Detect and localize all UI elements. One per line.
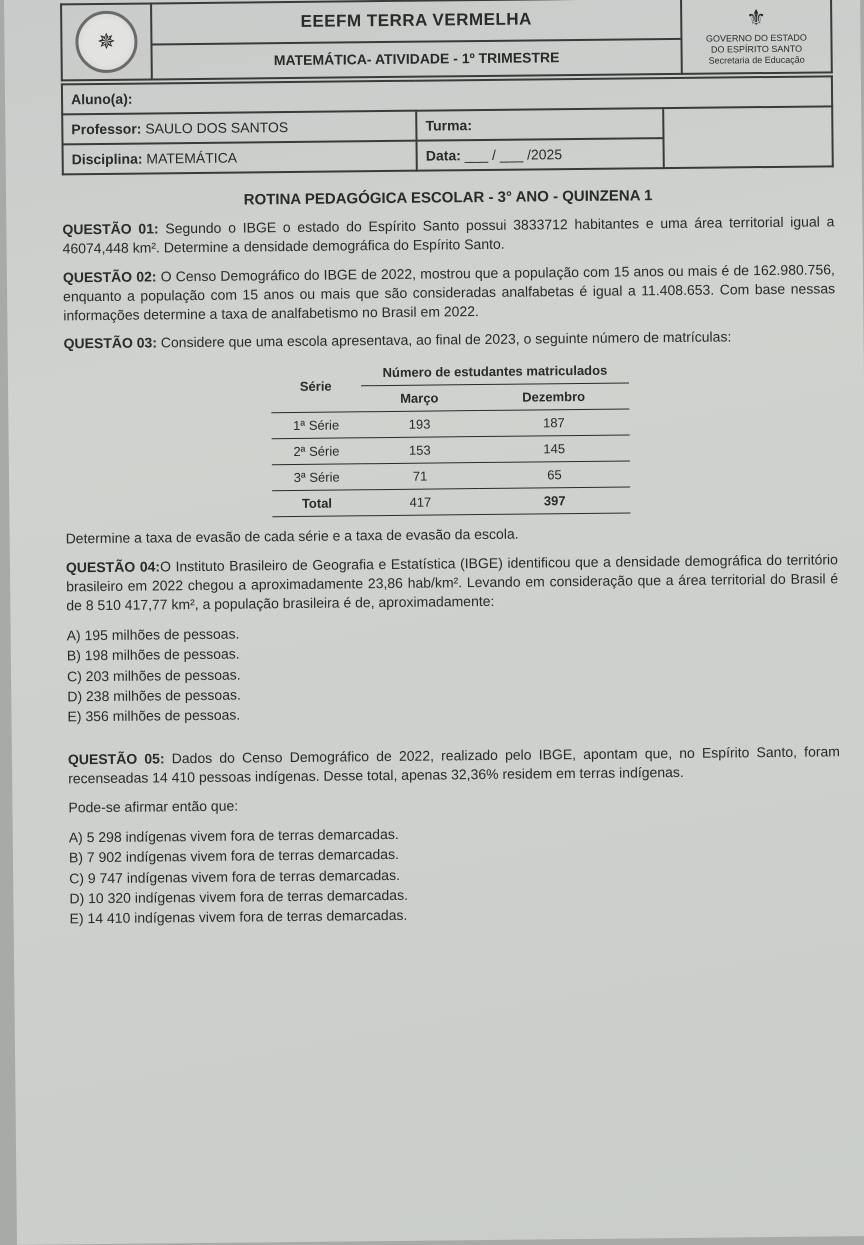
question-04: QUESTÃO 04:O Instituto Brasileiro de Geo…	[66, 551, 839, 616]
professor-cell: Professor: SAULO DOS SANTOS	[62, 111, 416, 145]
cell-total-label: Total	[272, 490, 362, 517]
question-02-text: O Censo Demográfico do IBGE de 2022, mos…	[63, 261, 835, 323]
school-name: EEEFM TERRA VERMELHA	[151, 0, 681, 44]
question-05: QUESTÃO 05: Dados do Censo Demográfico d…	[68, 743, 840, 789]
data-label: Data:	[426, 147, 461, 163]
aluno-label: Aluno(a):	[71, 91, 133, 108]
series-table: Série Número de estudantes matriculados …	[270, 358, 630, 518]
question-05-label: QUESTÃO 05:	[68, 751, 165, 768]
question-01-label: QUESTÃO 01:	[62, 220, 158, 237]
professor-label: Professor:	[71, 121, 141, 138]
gov-line-1: GOVERNO DO ESTADO	[690, 32, 822, 44]
question-03: QUESTÃO 03: Considere que uma escola apr…	[64, 327, 836, 354]
turma-cell: Turma:	[416, 108, 663, 141]
question-04-options: A) 195 milhões de pessoas. B) 198 milhõe…	[67, 617, 840, 727]
question-03-after: Determine a taxa de evasão de cada série…	[66, 522, 838, 549]
col-marco: Março	[361, 385, 478, 412]
col-dezembro: Dezembro	[478, 383, 630, 411]
gov-line-3: Secretaria de Educação	[691, 54, 823, 66]
cell-serie: 1ª Série	[271, 412, 361, 439]
data-cell: Data: ___ / ___ /2025	[417, 138, 664, 171]
professor-value: SAULO DOS SANTOS	[145, 119, 288, 136]
question-01-text: Segundo o IBGE o estado do Espírito Sant…	[63, 213, 835, 256]
question-03-text: Considere que uma escola apresentava, ao…	[157, 329, 731, 351]
worksheet-page: ✵ EEEFM TERRA VERMELHA ⚜ GOVERNO DO ESTA…	[4, 0, 864, 1245]
question-05-options: A) 5 298 indígenas vivem fora de terras …	[69, 819, 842, 929]
question-04-label: QUESTÃO 04:	[66, 559, 160, 576]
data-value: ___ / ___ /2025	[465, 146, 562, 163]
info-table: Aluno(a): Professor: SAULO DOS SANTOS Tu…	[61, 75, 834, 175]
table-row-total: Total 417 397	[272, 487, 631, 517]
cell-total-marco: 417	[362, 489, 479, 516]
col-group: Número de estudantes matriculados	[360, 358, 629, 386]
cell-marco: 153	[361, 437, 478, 464]
turma-label: Turma:	[425, 117, 472, 133]
question-03-label: QUESTÃO 03:	[64, 335, 158, 352]
col-serie: Série	[270, 361, 361, 413]
cell-dez: 187	[478, 409, 630, 437]
cell-total-dez: 397	[479, 487, 631, 515]
blank-right-cell	[663, 106, 833, 168]
cell-marco: 193	[361, 411, 478, 438]
school-logo-cell: ✵	[61, 3, 152, 80]
cell-marco: 71	[362, 463, 479, 490]
question-01: QUESTÃO 01: Segundo o IBGE o estado do E…	[62, 212, 834, 258]
cell-dez: 145	[478, 435, 630, 463]
cell-serie: 2ª Série	[271, 438, 361, 465]
gov-seal-icon: ⚜	[690, 4, 822, 32]
cell-dez: 65	[478, 461, 630, 489]
table-row: 3ª Série 71 65	[272, 461, 631, 491]
header-table: ✵ EEEFM TERRA VERMELHA ⚜ GOVERNO DO ESTA…	[60, 0, 833, 81]
question-05-lead: Pode-se afirmar então que:	[68, 790, 840, 817]
routine-title: ROTINA PEDAGÓGICA ESCOLAR - 3° ANO - QUI…	[62, 185, 834, 210]
gov-seal-cell: ⚜ GOVERNO DO ESTADO DO ESPÍRITO SANTO Se…	[681, 0, 832, 74]
disciplina-value: MATEMÁTICA	[146, 150, 237, 167]
question-05-text: Dados do Censo Demográfico de 2022, real…	[68, 744, 840, 787]
question-02: QUESTÃO 02: O Censo Demográfico do IBGE …	[63, 260, 836, 325]
table-row: 1ª Série 193 187	[271, 409, 630, 439]
table-row: 2ª Série 153 145	[271, 435, 630, 465]
question-04-text: O Instituto Brasileiro de Geografia e Es…	[66, 552, 838, 614]
school-logo-icon: ✵	[75, 11, 138, 74]
disciplina-label: Disciplina:	[72, 151, 143, 168]
activity-line: MATEMÁTICA- ATIVIDADE - 1º TRIMESTRE	[151, 39, 681, 80]
cell-serie: 3ª Série	[272, 464, 362, 491]
disciplina-cell: Disciplina: MATEMÁTICA	[63, 141, 417, 175]
question-02-label: QUESTÃO 02:	[63, 268, 157, 285]
